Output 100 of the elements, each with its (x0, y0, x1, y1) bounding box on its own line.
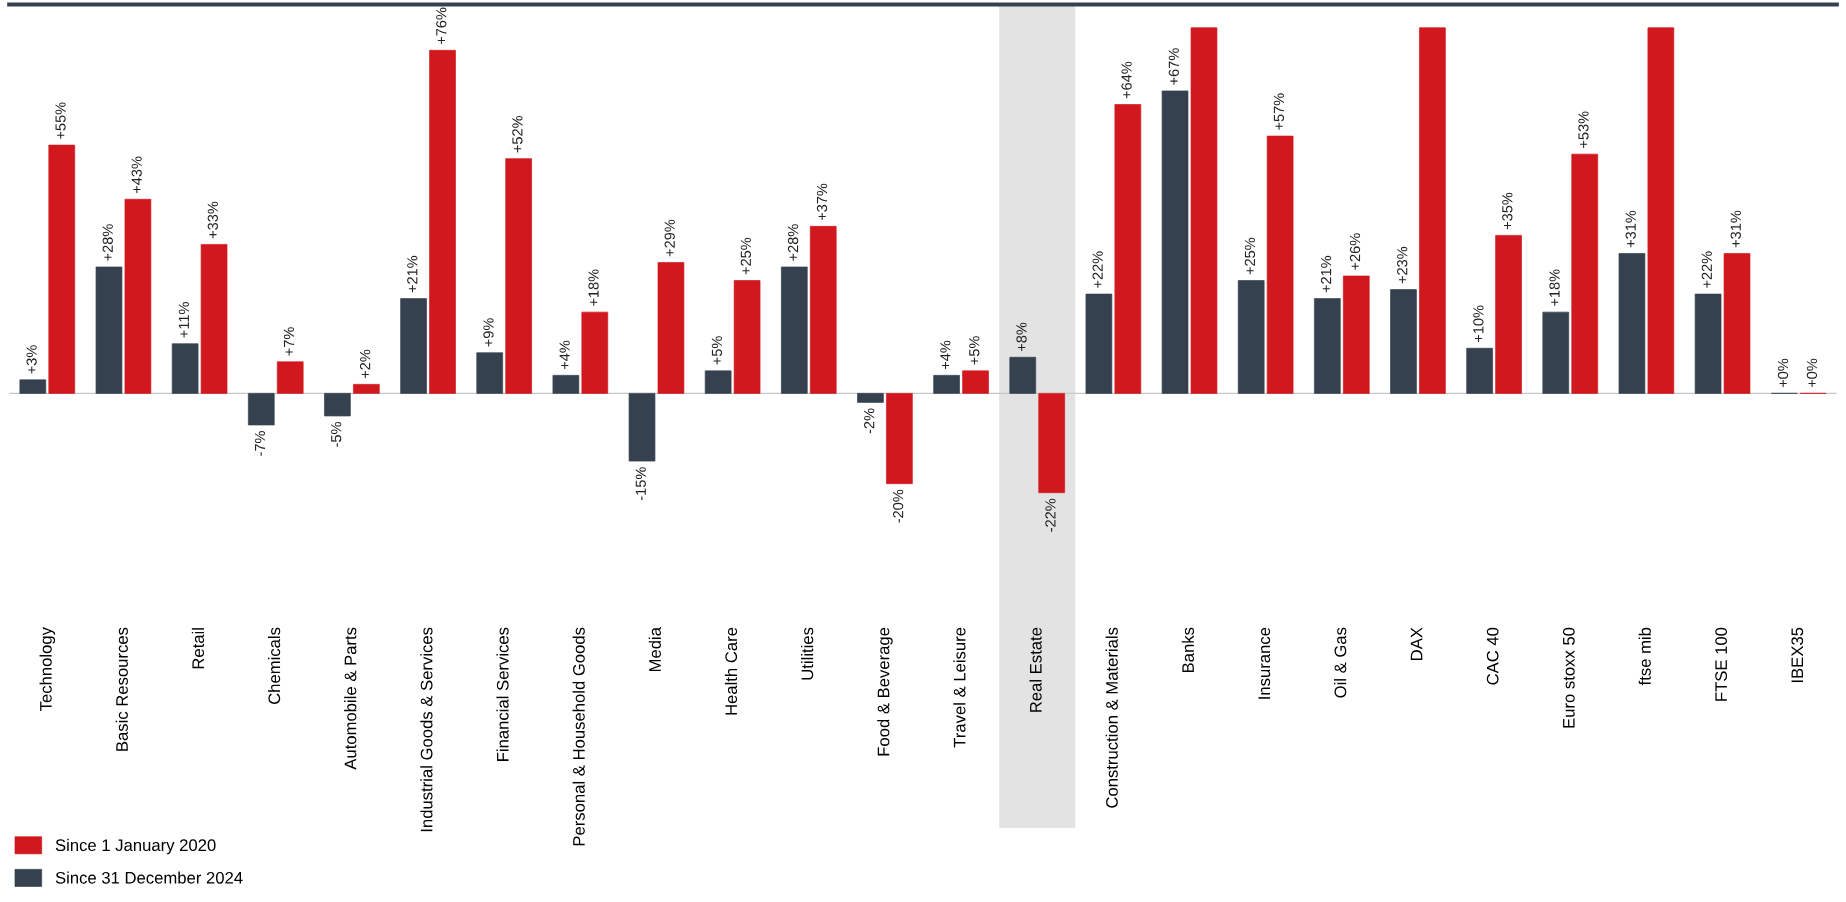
data-label: +25% (740, 237, 752, 275)
bar (1085, 293, 1113, 394)
bar (933, 374, 960, 394)
bar (200, 244, 228, 394)
bar (324, 393, 351, 417)
legend-label: Since 31 December 2024 (55, 871, 243, 884)
data-label: -2% (864, 408, 875, 434)
data-label: +7% (283, 327, 295, 356)
bar (476, 352, 504, 394)
bar (353, 384, 380, 394)
data-label: -15% (635, 467, 646, 501)
bar (429, 49, 456, 394)
data-label: +28% (102, 224, 113, 261)
data-label: +35% (1502, 192, 1513, 230)
data-label: -7% (254, 431, 266, 456)
bar (505, 158, 532, 394)
data-label: +18% (1549, 269, 1560, 306)
bar (19, 379, 47, 394)
data-label: +3% (26, 345, 37, 374)
x-tick-label: Banks (1181, 627, 1194, 673)
data-label: +33% (207, 201, 218, 239)
data-label: -5% (331, 422, 342, 447)
data-label: +26% (1349, 233, 1361, 270)
x-tick-label: Euro stoxx 50 (1562, 627, 1575, 728)
bar (1114, 104, 1142, 394)
x-tick-label: Food & Beverage (877, 627, 893, 756)
bar (1618, 253, 1646, 394)
data-label: +0% (1806, 358, 1818, 388)
data-label: +0% (1777, 358, 1789, 388)
bar (857, 393, 884, 403)
x-tick-label: Technology (39, 627, 56, 711)
x-tick-label: Chemicals (267, 627, 281, 705)
data-label: +31% (1625, 210, 1636, 248)
bar (1009, 356, 1037, 394)
bar (886, 393, 913, 485)
bar (657, 262, 685, 394)
bar (552, 374, 580, 394)
data-label: +37% (816, 183, 828, 221)
data-label: +22% (1092, 251, 1103, 288)
bar (1390, 289, 1417, 394)
data-label: +5% (969, 336, 980, 365)
bar (962, 370, 989, 394)
bar (781, 266, 808, 394)
data-label: +67% (1168, 48, 1179, 85)
data-label: +43% (131, 156, 142, 194)
data-label: +53% (1578, 111, 1589, 148)
data-label: +64% (1121, 61, 1132, 99)
data-label: +25% (1244, 237, 1256, 275)
data-label: +31% (1730, 210, 1741, 248)
bar (1314, 298, 1341, 394)
x-tick-label: ftse mib (1638, 627, 1651, 686)
data-label: +10% (1473, 305, 1484, 342)
bar (704, 370, 732, 394)
bar (1495, 235, 1522, 394)
x-tick-label: Retail (191, 628, 205, 669)
bar (581, 311, 609, 394)
bar (1190, 27, 1218, 394)
bar (124, 198, 152, 394)
data-label: -20% (892, 489, 904, 523)
bar (1038, 393, 1065, 494)
data-label: +18% (588, 269, 599, 306)
bar (48, 144, 76, 394)
x-tick-label: DAX (1410, 627, 1423, 660)
legend-label: Since 1 January 2020 (55, 838, 216, 855)
bar (1571, 153, 1599, 394)
x-tick-label: Travel & Leisure (953, 627, 966, 748)
x-tick-label: Automobile & Parts (344, 627, 357, 770)
data-label: +23% (1397, 246, 1408, 284)
x-tick-label: Personal & Household Goods (572, 627, 585, 846)
data-label: +2% (359, 349, 371, 379)
data-label: -22% (1045, 498, 1056, 532)
data-label: +52% (512, 115, 523, 153)
data-label: +8% (1016, 322, 1027, 352)
data-label: +55% (55, 102, 66, 139)
data-label: +5% (711, 336, 723, 365)
bar (1647, 27, 1675, 394)
data-label: +28% (787, 224, 799, 261)
bar (1266, 135, 1294, 394)
data-label: +76% (436, 7, 447, 45)
bar (1694, 293, 1722, 394)
x-tick-label: CAC 40 (1486, 627, 1499, 685)
x-tick-label: Utilities (801, 627, 814, 680)
x-tick-label: Financial Services (496, 627, 509, 761)
bar (95, 266, 123, 394)
bar (171, 343, 199, 394)
x-tick-label: Industrial Goods & Services (420, 627, 433, 832)
x-tick-label: Basic Resources (115, 627, 128, 751)
bar (809, 226, 837, 394)
data-label: +4% (940, 340, 951, 370)
x-tick-label: FTSE 100 (1715, 627, 1728, 701)
data-label: +4% (559, 340, 570, 370)
data-label: +21% (407, 255, 418, 293)
x-tick-label: Real Estate (1029, 627, 1042, 712)
data-label: +57% (1273, 93, 1285, 130)
data-label: +9% (483, 318, 494, 347)
bar (276, 361, 304, 394)
x-tick-label: Media (648, 627, 661, 672)
bar (1723, 253, 1751, 394)
bar (1542, 311, 1570, 394)
x-tick-label: Health Care (724, 627, 738, 715)
